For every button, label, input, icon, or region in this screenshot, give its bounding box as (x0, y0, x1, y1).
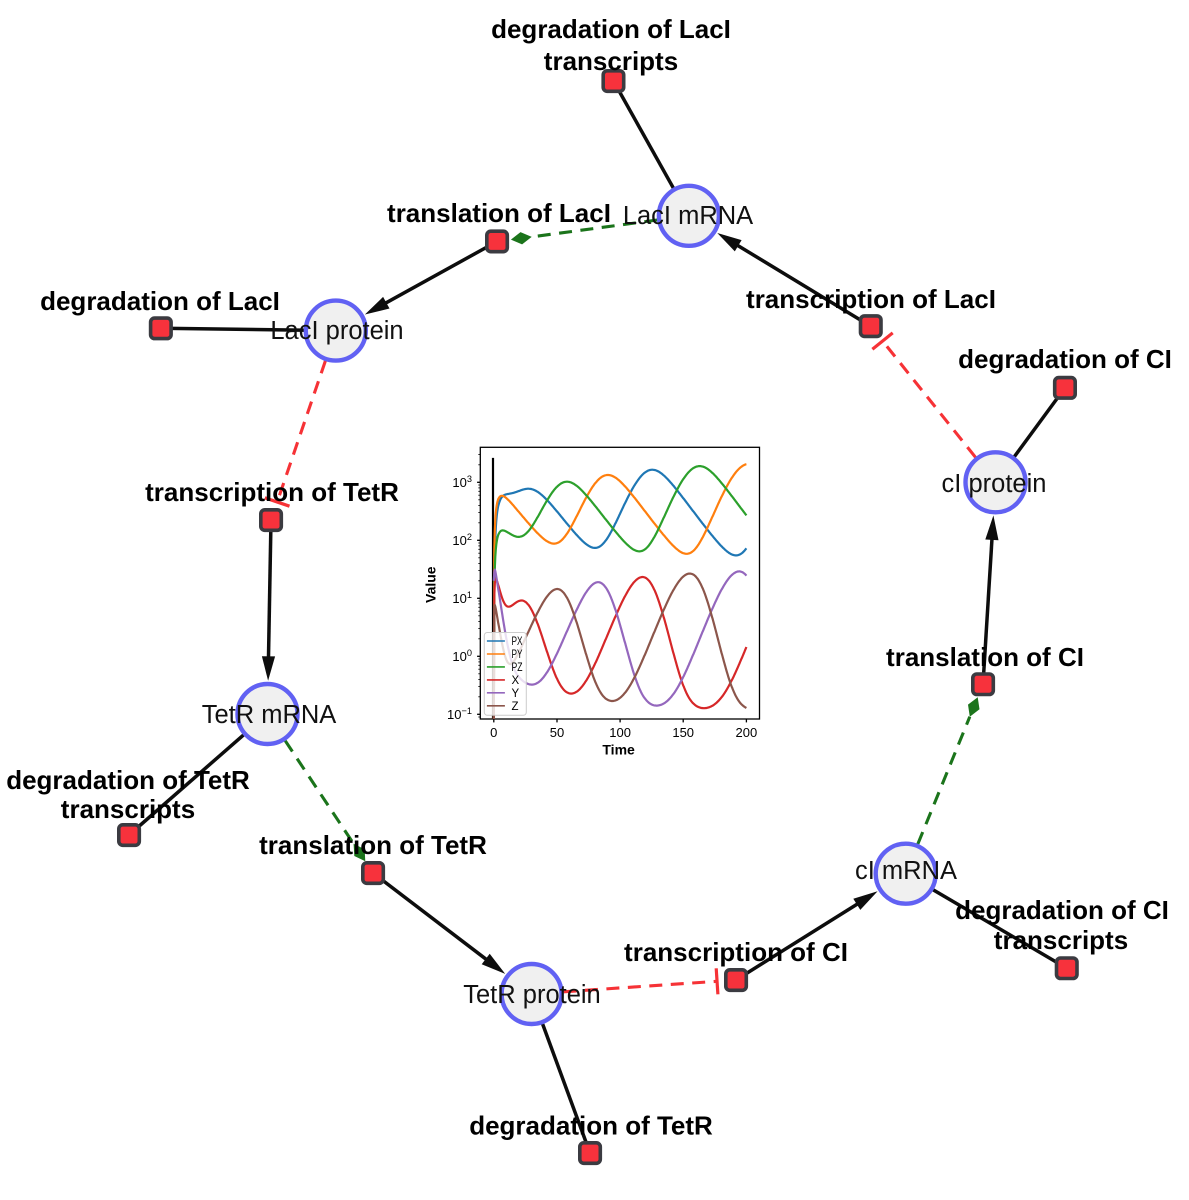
svg-text:PY: PY (512, 649, 523, 661)
svg-text:degradation of CI: degradation of CI (958, 344, 1172, 374)
svg-text:degradation of LacI: degradation of LacI (491, 14, 731, 44)
svg-text:translation of CI: translation of CI (886, 642, 1084, 672)
svg-text:translation of TetR: translation of TetR (259, 830, 487, 860)
svg-text:PX: PX (512, 636, 523, 648)
svg-text:200: 200 (736, 725, 758, 740)
svg-text:transcripts: transcripts (994, 925, 1128, 955)
svg-text:transcripts: transcripts (61, 794, 195, 824)
svg-text:150: 150 (672, 725, 694, 740)
svg-text:transcription of TetR: transcription of TetR (145, 477, 399, 507)
svg-text:Time: Time (602, 742, 635, 758)
svg-text:Z: Z (512, 701, 519, 713)
svg-text:TetR mRNA: TetR mRNA (202, 701, 337, 729)
svg-text:cI protein: cI protein (942, 470, 1047, 498)
svg-text:100: 100 (609, 725, 631, 740)
svg-text:degradation of TetR: degradation of TetR (469, 1111, 713, 1141)
svg-text:LacI mRNA: LacI mRNA (623, 202, 753, 230)
svg-text:transcription of LacI: transcription of LacI (746, 284, 996, 314)
svg-text:Y: Y (512, 688, 520, 700)
svg-text:X: X (512, 675, 520, 687)
svg-text:cI mRNA: cI mRNA (855, 857, 957, 885)
svg-text:transcription of CI: transcription of CI (624, 937, 848, 967)
svg-text:translation of LacI: translation of LacI (387, 198, 611, 228)
svg-text:LacI protein: LacI protein (270, 317, 403, 345)
svg-text:Value: Value (423, 566, 439, 603)
svg-text:degradation of TetR: degradation of TetR (6, 765, 250, 795)
svg-text:PZ: PZ (512, 662, 523, 674)
svg-text:degradation of LacI: degradation of LacI (40, 286, 280, 316)
svg-text:degradation of CI: degradation of CI (955, 895, 1169, 925)
svg-text:TetR protein: TetR protein (463, 981, 601, 1009)
svg-text:50: 50 (550, 725, 564, 740)
svg-text:transcripts: transcripts (544, 46, 678, 76)
svg-text:0: 0 (490, 725, 497, 740)
